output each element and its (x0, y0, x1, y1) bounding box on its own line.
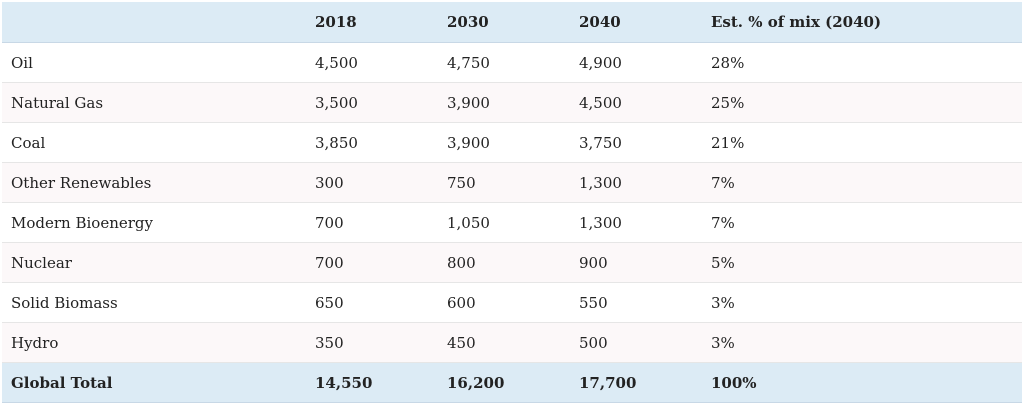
header-cell-2030: 2030 (438, 2, 570, 43)
table-cell: 1,300 (570, 202, 702, 243)
table-cell: 3,900 (438, 122, 570, 163)
table-cell: 650 (306, 282, 438, 323)
energy-mix-table: 2018 2030 2040 Est. % of mix (2040) Oil … (2, 2, 1022, 403)
table-cell: 4,500 (306, 42, 438, 83)
table-cell: 800 (438, 242, 570, 283)
table-cell: 3% (702, 322, 1022, 363)
table-cell: Natural Gas (2, 82, 306, 123)
table-cell: 5% (702, 242, 1022, 283)
table-cell: Other Renewables (2, 162, 306, 203)
total-label: Global Total (2, 362, 306, 403)
table-cell: 7% (702, 162, 1022, 203)
header-cell-mix: Est. % of mix (2040) (702, 2, 1022, 43)
table-cell: 1,050 (438, 202, 570, 243)
total-row: Global Total 14,550 16,200 17,700 100% (2, 362, 1022, 403)
table-cell: Solid Biomass (2, 282, 306, 323)
table-row: Modern Bioenergy 700 1,050 1,300 7% (2, 202, 1022, 243)
table-row: Coal 3,850 3,900 3,750 21% (2, 122, 1022, 163)
table-row: Nuclear 700 800 900 5% (2, 242, 1022, 283)
table-row: Other Renewables 300 750 1,300 7% (2, 162, 1022, 203)
header-cell-2040: 2040 (570, 2, 702, 43)
table-body: Oil 4,500 4,750 4,900 28% Natural Gas 3,… (2, 42, 1022, 363)
table-cell: 4,900 (570, 42, 702, 83)
table-cell: 7% (702, 202, 1022, 243)
table-row: Hydro 350 450 500 3% (2, 322, 1022, 363)
total-cell: 17,700 (570, 362, 702, 403)
total-cell: 14,550 (306, 362, 438, 403)
table-header: 2018 2030 2040 Est. % of mix (2040) (2, 2, 1022, 43)
table-cell: Modern Bioenergy (2, 202, 306, 243)
total-cell: 100% (702, 362, 1022, 403)
table-cell: 3,900 (438, 82, 570, 123)
table-cell: 3,850 (306, 122, 438, 163)
table-cell: 4,500 (570, 82, 702, 123)
table-cell: Hydro (2, 322, 306, 363)
table-cell: 500 (570, 322, 702, 363)
table-cell: 700 (306, 242, 438, 283)
table-cell: 28% (702, 42, 1022, 83)
table-cell: 4,750 (438, 42, 570, 83)
table-cell: 600 (438, 282, 570, 323)
total-cell: 16,200 (438, 362, 570, 403)
header-row: 2018 2030 2040 Est. % of mix (2040) (2, 2, 1022, 43)
table-cell: 350 (306, 322, 438, 363)
table-row: Natural Gas 3,500 3,900 4,500 25% (2, 82, 1022, 123)
table-cell: Nuclear (2, 242, 306, 283)
header-cell-2018: 2018 (306, 2, 438, 43)
table-cell: 300 (306, 162, 438, 203)
table-cell: 21% (702, 122, 1022, 163)
table-row: Oil 4,500 4,750 4,900 28% (2, 42, 1022, 83)
header-cell-source (2, 2, 306, 43)
table-cell: Coal (2, 122, 306, 163)
table-cell: 550 (570, 282, 702, 323)
table-row: Solid Biomass 650 600 550 3% (2, 282, 1022, 323)
table-cell: 25% (702, 82, 1022, 123)
table-cell: 700 (306, 202, 438, 243)
table-cell: Oil (2, 42, 306, 83)
table-cell: 3,750 (570, 122, 702, 163)
table-cell: 750 (438, 162, 570, 203)
table-cell: 1,300 (570, 162, 702, 203)
table-footer: Global Total 14,550 16,200 17,700 100% (2, 362, 1022, 403)
table-cell: 900 (570, 242, 702, 283)
table-cell: 450 (438, 322, 570, 363)
table-cell: 3,500 (306, 82, 438, 123)
table-cell: 3% (702, 282, 1022, 323)
